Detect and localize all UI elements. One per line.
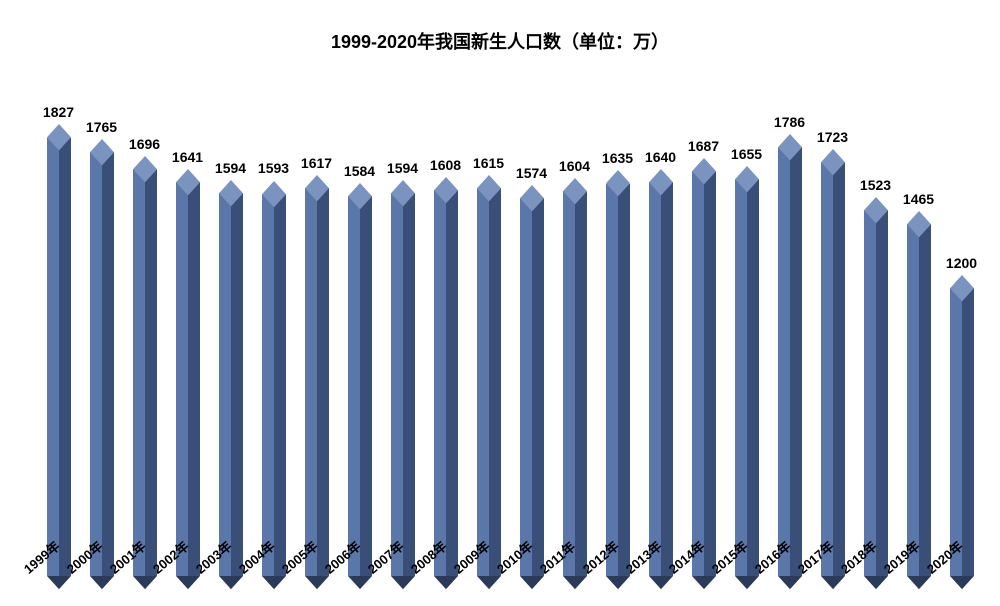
bar xyxy=(520,198,544,576)
bar xyxy=(90,152,114,576)
bar xyxy=(133,169,157,576)
bar xyxy=(262,194,286,576)
bar xyxy=(434,190,458,576)
chart-title: 1999-2020年我国新生人口数（单位：万） xyxy=(0,28,1000,54)
bar xyxy=(477,188,501,576)
bar xyxy=(606,184,630,576)
bar xyxy=(907,224,931,576)
bar xyxy=(348,196,372,576)
bar xyxy=(821,162,845,576)
value-label: 1465 xyxy=(889,191,949,207)
plot-area: 18271999年17652000年16962001年16412002年1594… xyxy=(30,80,990,576)
bar xyxy=(778,147,802,576)
value-label: 1655 xyxy=(717,146,777,162)
bar xyxy=(692,171,716,576)
value-label: 1765 xyxy=(72,119,132,135)
chart-container: 1999-2020年我国新生人口数（单位：万） 18271999年1765200… xyxy=(0,0,1000,606)
value-label: 1827 xyxy=(29,104,89,120)
bar xyxy=(563,191,587,576)
bar xyxy=(176,182,200,576)
value-label: 1723 xyxy=(803,129,863,145)
bar xyxy=(305,188,329,576)
bar xyxy=(950,288,974,576)
value-label: 1786 xyxy=(760,114,820,130)
bar xyxy=(864,210,888,576)
bar xyxy=(47,138,71,576)
bar xyxy=(219,193,243,576)
bar xyxy=(735,179,759,576)
bar xyxy=(649,182,673,576)
bar xyxy=(391,193,415,576)
value-label: 1200 xyxy=(932,255,992,271)
